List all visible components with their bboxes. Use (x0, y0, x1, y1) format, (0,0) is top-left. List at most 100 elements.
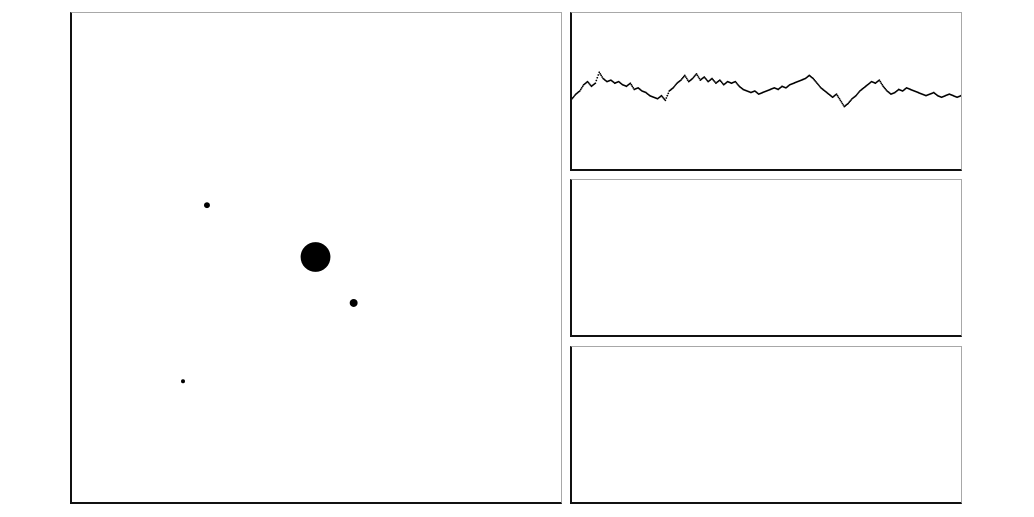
trace-1-dot-26-1 (673, 85, 676, 88)
trace-1-dot-24-1 (665, 97, 668, 99)
trace-1-dot-29-1 (684, 76, 687, 78)
scatter-point-4 (181, 379, 185, 384)
trace-1-dot-4-0 (586, 80, 589, 83)
trace-1-dot-6-3 (597, 74, 600, 76)
trace-1-dot-24-0 (664, 99, 667, 102)
trace-1-dot-63-0 (816, 82, 818, 85)
trace-1-dot-6-2 (596, 76, 599, 79)
trace-panel-3 (570, 346, 962, 504)
trace-1-dot-31-3 (694, 74, 697, 76)
trace-1-dot-23-0 (660, 94, 663, 97)
trace-1-dot-69-1 (840, 101, 843, 103)
trace-1-dot-6-0 (594, 82, 597, 85)
trace-1-dot-0-2 (573, 95, 575, 98)
trace-1-dot-28-3 (682, 75, 685, 78)
trace-1-dot-71-3 (850, 99, 853, 101)
trace-1-dot-100-0 (960, 94, 961, 97)
trace-panel-3-area (572, 347, 961, 502)
trace-1-dot-69-2 (841, 102, 844, 105)
trace-1-dot-29-0 (683, 74, 686, 77)
trace-1-dot-38-0 (718, 79, 721, 81)
trace-1-dot-71-0 (847, 102, 850, 105)
trace-1-dot-0-3 (574, 94, 576, 97)
trace-1-dot-32-0 (695, 72, 698, 75)
trace-1-dot-15-0 (629, 82, 632, 85)
trace-1-dot-79-1 (879, 80, 882, 83)
trace-1-dot-4-1 (587, 81, 590, 84)
trace-1-dot-34-2 (705, 78, 708, 81)
trace-1-dot-7-2 (600, 74, 603, 77)
trace-1-dot-31-2 (693, 75, 696, 78)
trace-1-dot-68-1 (836, 94, 839, 97)
trace-1-dot-80-1 (883, 86, 886, 89)
trace-panel-2 (570, 179, 962, 337)
trace-1-dot-73-3 (857, 91, 860, 94)
trace-1-dot-28-0 (680, 79, 682, 81)
scatter-point-1 (300, 242, 331, 272)
trace-1-dot-80-0 (882, 85, 885, 88)
trace-1-dot-68-2 (837, 96, 840, 99)
trace-1-dot-32-2 (697, 76, 700, 78)
trace-1-dot-36-1 (712, 78, 714, 81)
trace-1-dot-34-0 (703, 76, 706, 78)
trace-1-dot-2-3 (581, 85, 584, 88)
trace-1-dot-32-3 (698, 77, 701, 80)
trace-1-dot-26-3 (675, 83, 677, 86)
trace-1-dot-4-2 (588, 83, 591, 85)
trace-1-dot-15-2 (631, 85, 634, 88)
trace-1-dot-15-3 (632, 86, 635, 89)
trace-1-dot-63-2 (818, 84, 820, 87)
trace-1-dot-32-1 (696, 74, 699, 77)
trace-1-dot-31-0 (691, 77, 694, 80)
trace-1-dot-73-1 (856, 93, 858, 96)
trace-1-dot-7-3 (601, 76, 604, 78)
trace-1-dot-4-3 (589, 84, 592, 87)
trace-1-dot-71-2 (849, 100, 852, 103)
trace-1-dot-28-2 (681, 76, 684, 79)
trace-1-dot-38-3 (721, 82, 724, 85)
trace-1-dot-62-1 (813, 78, 816, 81)
trace-1-dot-34-3 (706, 79, 709, 82)
trace-panel-2-area (572, 180, 961, 335)
trace-1-dot-42-1 (735, 81, 738, 84)
trace-1-dot-15-1 (630, 83, 633, 86)
trace-1-dot-0-1 (572, 96, 574, 99)
trace-1-dot-79-3 (881, 83, 884, 86)
trace-1-dot-34-1 (704, 77, 707, 80)
trace-1-dot-38-2 (720, 81, 723, 84)
trace-1-dot-62-0 (812, 77, 815, 80)
trace-1-dot-26-0 (672, 86, 675, 89)
trace-1-dot-63-1 (817, 83, 819, 86)
trace-1-dot-79-0 (878, 79, 881, 81)
trace-1-dot-24-3 (667, 92, 670, 95)
trace-1-dot-24-2 (666, 94, 669, 97)
trace-1-dot-80-2 (884, 87, 887, 90)
trace-1-dot-69-3 (842, 104, 845, 106)
trace-1-dot-6-1 (595, 79, 598, 82)
main-scatter-plot (70, 12, 562, 504)
trace-1-dot-7-1 (599, 72, 602, 75)
scatter-point-2 (203, 202, 210, 209)
main-scatter-plot-area (181, 202, 358, 384)
trace-1-dot-23-1 (661, 95, 664, 98)
trace-panel-1-area (572, 71, 961, 108)
trace-1-dot-28-1 (680, 78, 683, 80)
trace-1-dot-79-2 (880, 82, 883, 85)
trace-panel-1 (570, 12, 962, 171)
trace-1-dot-23-3 (663, 98, 666, 101)
trace-1-dot-80-3 (885, 88, 888, 91)
trace-1-dot-73-2 (857, 92, 859, 95)
trace-1-dot-68-3 (838, 97, 841, 100)
trace-1-dot-31-1 (692, 76, 695, 79)
trace-1-dot-62-3 (815, 81, 817, 83)
trace-1-dot-23-2 (662, 97, 665, 99)
trace-1-dot-68-0 (835, 93, 838, 96)
trace-1-dot-29-3 (686, 79, 689, 81)
trace-1-dot-38-1 (719, 80, 722, 83)
trace-1-dot-26-2 (674, 84, 676, 87)
trace-1-dot-42-3 (737, 84, 740, 87)
trace-1-dot-36-0 (711, 77, 713, 80)
trace-1-dot-62-2 (814, 79, 817, 82)
trace-1-dot-36-2 (713, 79, 715, 82)
trace-1-dot-71-1 (848, 101, 851, 104)
